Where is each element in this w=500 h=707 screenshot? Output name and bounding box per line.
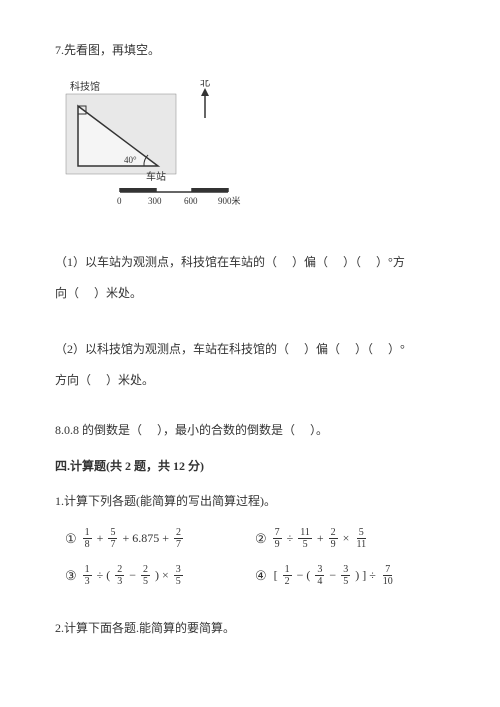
label-station: 车站	[146, 170, 166, 183]
q7-sub1: （1）以车站为观测点，科技馆在车站的（ ）偏（ ）（ ）°方 向（ ）米处。	[55, 247, 445, 309]
section4-title: 四.计算题(共 2 题，共 12 分)	[55, 456, 445, 478]
svg-text:600: 600	[184, 196, 198, 206]
calc-item-3: ③ 13 ÷ ( 23 − 25 ) × 35	[65, 564, 255, 587]
q8: 8.0.8 的倒数是（ ），最小的合数的倒数是（ ）。	[55, 420, 445, 442]
calc-item-1: ① 18 + 57 + 6.875 + 27	[65, 527, 255, 550]
calc-item-4: ④ [ 12 − ( 34 − 35 ) ] ÷ 710	[255, 564, 445, 587]
calc-row-1: ① 18 + 57 + 6.875 + 27 ② 79 ÷ 115 + 29 ×…	[65, 527, 445, 550]
svg-text:300: 300	[148, 196, 162, 206]
circ-2: ②	[255, 527, 267, 550]
svg-text:900米: 900米	[218, 195, 241, 206]
circ-3: ③	[65, 564, 77, 587]
label-north: 北	[200, 80, 210, 89]
q7-diagram: 40° 科技馆 北 车站 0 300 600 900米	[60, 80, 445, 218]
circ-1: ①	[65, 527, 77, 550]
q7-1-text: （1）以车站为观测点，科技馆在车站的（ ）偏（ ）（ ）°方	[55, 255, 405, 269]
q7-sub2: （2）以科技馆为观测点，车站在科技馆的（ ）偏（ ）（ ）° 方向（ ）米处。	[55, 334, 445, 396]
calc-row-2: ③ 13 ÷ ( 23 − 25 ) × 35 ④ [ 12 − ( 34 − …	[65, 564, 445, 587]
calc-item-2: ② 79 ÷ 115 + 29 × 511	[255, 527, 445, 550]
circ-4: ④	[255, 564, 267, 587]
q7-title: 7.先看图，再填空。	[55, 40, 445, 62]
angle-label: 40°	[124, 155, 137, 165]
svg-text:0: 0	[117, 196, 122, 206]
label-top: 科技馆	[70, 80, 100, 93]
section4-q2-intro: 2.计算下面各题.能简算的要简算。	[55, 618, 445, 640]
section4-q1-intro: 1.计算下列各题(能简算的写出简算过程)。	[55, 491, 445, 513]
